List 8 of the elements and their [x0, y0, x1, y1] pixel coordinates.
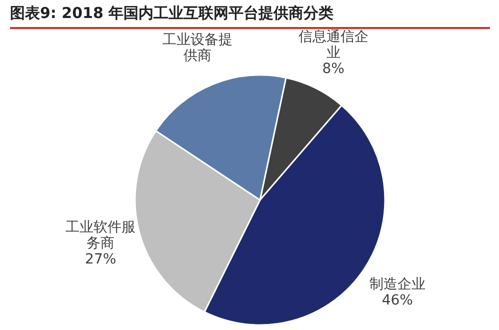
- slice-label: 信息通信企业: [298, 29, 368, 62]
- slice-label: 工业软件服务商: [66, 220, 136, 252]
- data-label: 27%: [85, 252, 116, 268]
- slice-label: 工业设备提供商: [162, 32, 233, 64]
- data-label: 8%: [322, 61, 344, 78]
- slice-label: 制造企业: [369, 276, 426, 292]
- data-label: 46%: [382, 292, 413, 308]
- chart-title: 图表9: 2018 年国内工业互联网平台提供商分类: [10, 4, 490, 29]
